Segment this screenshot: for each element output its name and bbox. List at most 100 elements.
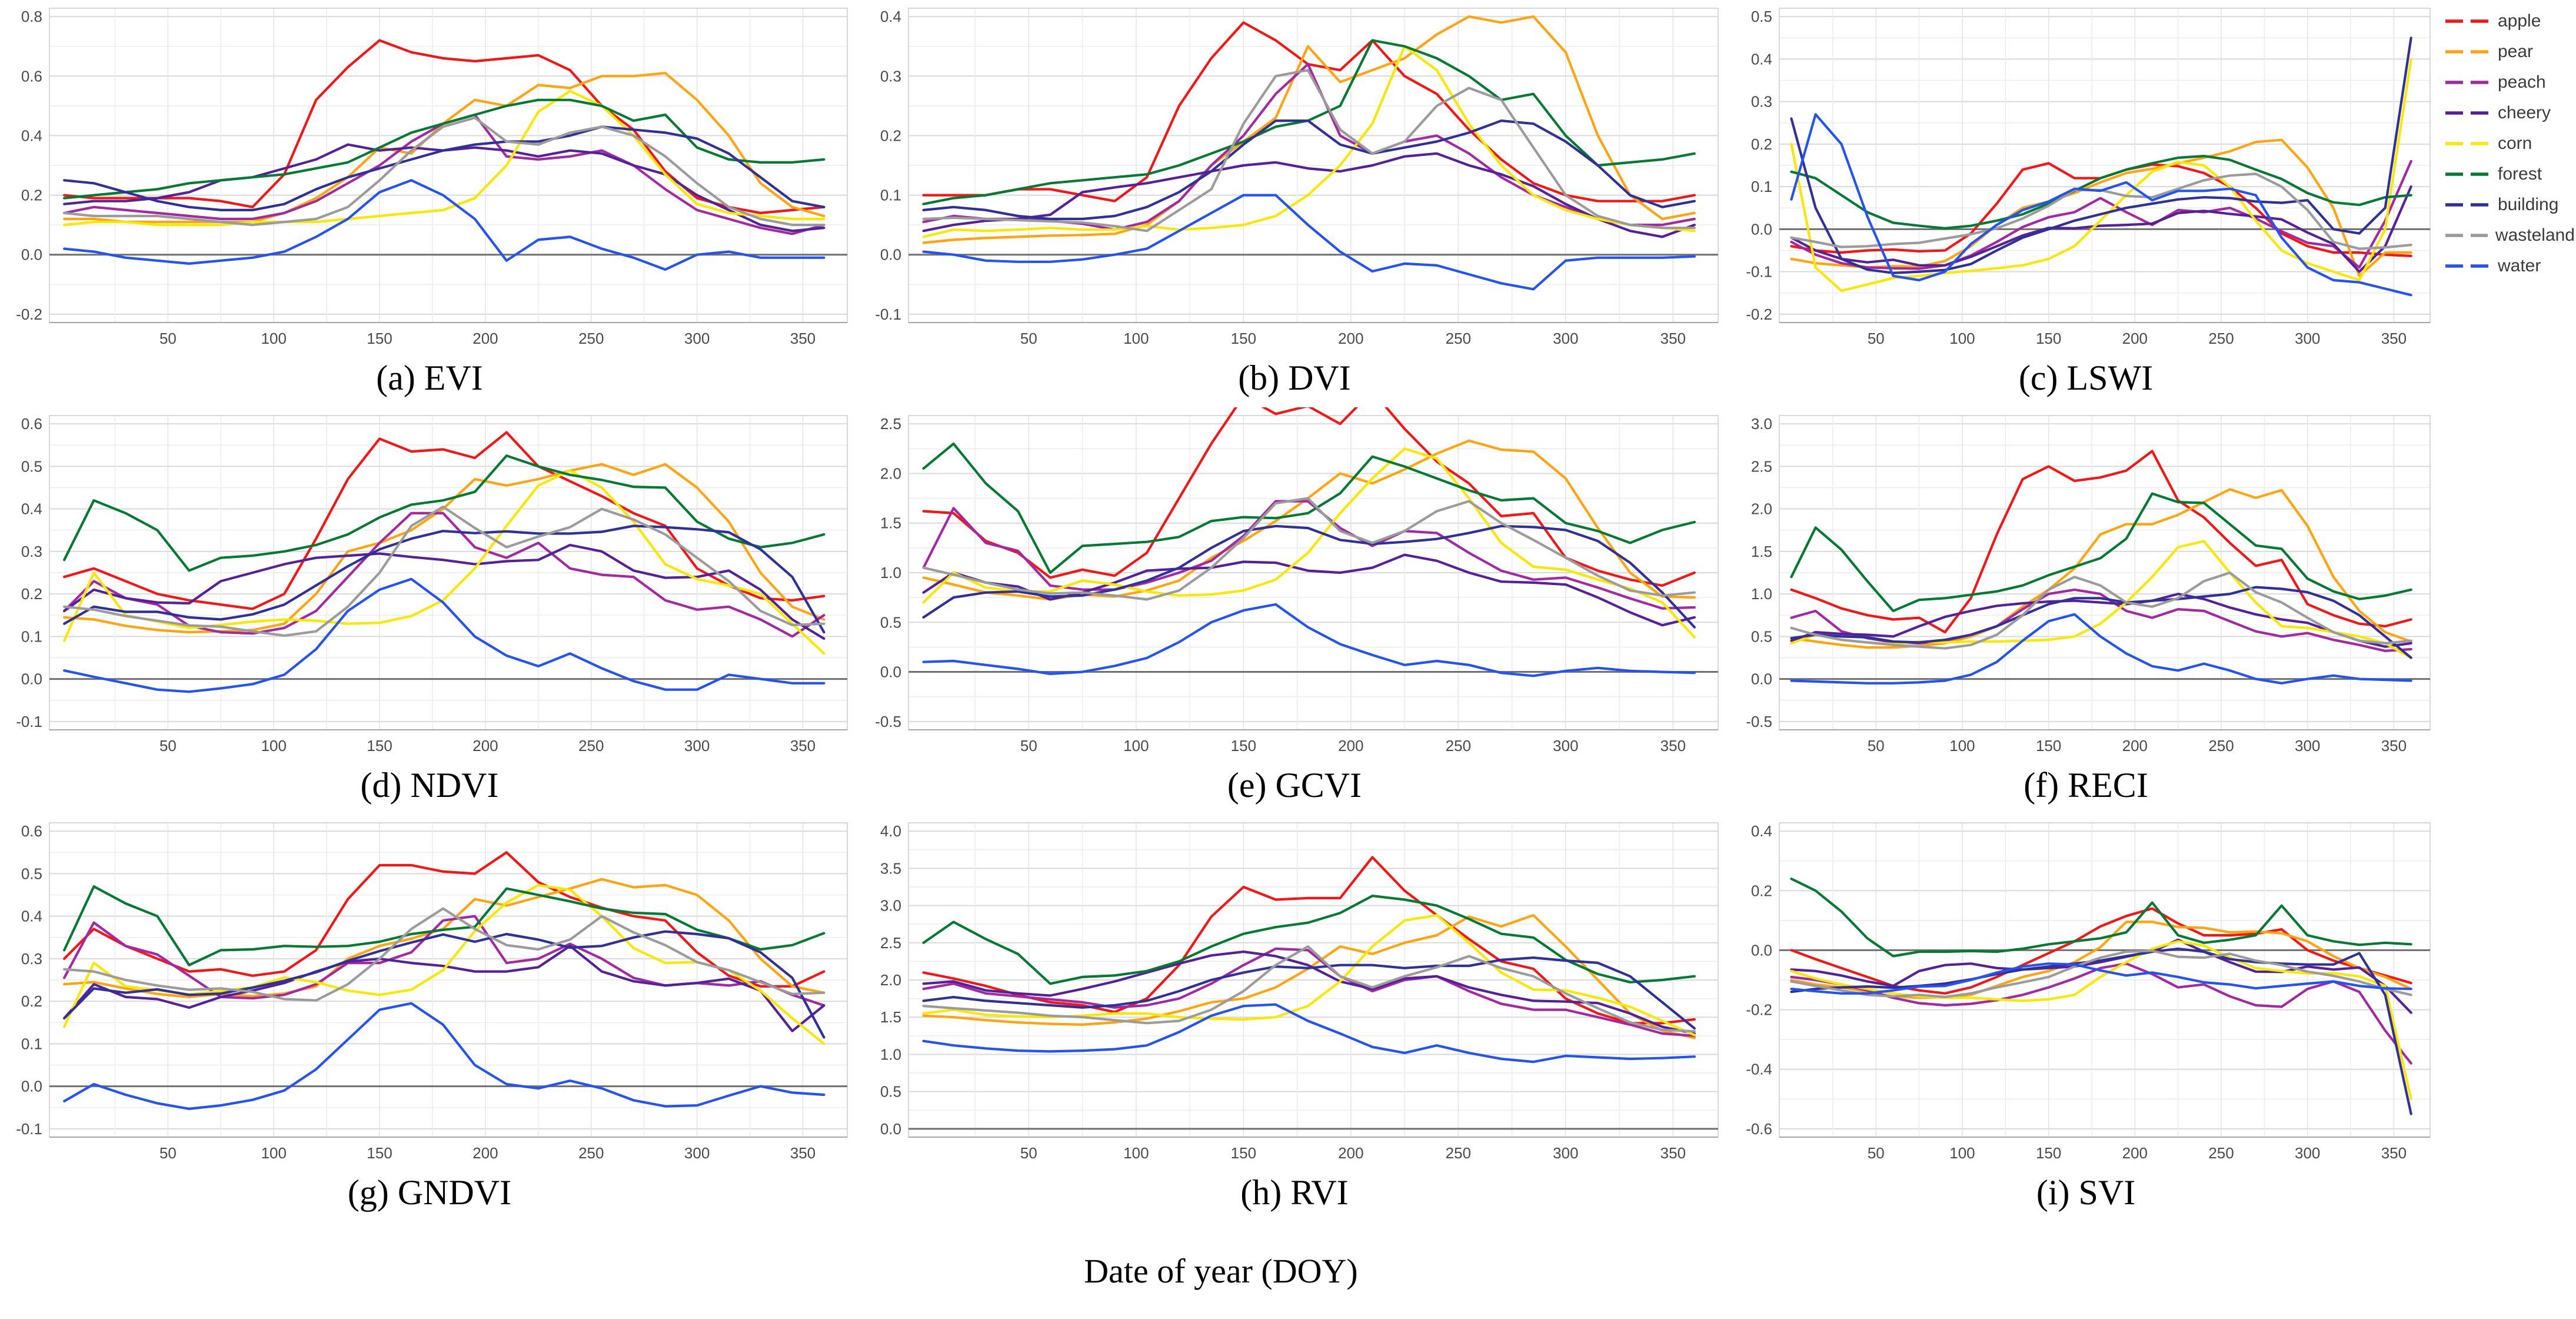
x-tick-label: 200 xyxy=(1338,330,1363,347)
series-line-building xyxy=(63,524,826,634)
series-line-apple xyxy=(63,431,826,610)
chart-dvi: -0.1 0.0 0.1 0.2 0.3 0.4 50 100 150 200 250 300 350 (… xyxy=(859,0,1730,407)
series-line-water xyxy=(1790,113,2412,297)
y-tick-label: 2.0 xyxy=(880,971,901,989)
charts-grid: -0.2 0.0 0.2 0.4 0.6 0.8 50 100 150 200 250 300 350 (… xyxy=(0,0,2442,1222)
series-line-cheery xyxy=(922,553,1696,627)
x-tick-label: 250 xyxy=(578,330,604,347)
y-tick-label: 0.0 xyxy=(21,670,42,688)
series-line-forest xyxy=(63,885,826,966)
legend-label: pear xyxy=(2498,42,2534,61)
series-line-corn xyxy=(922,913,1696,1036)
series-line-building xyxy=(922,956,1696,1030)
series-line-wasteland xyxy=(922,69,1696,232)
x-tick-label: 100 xyxy=(1123,330,1149,347)
y-tick-label: 0.8 xyxy=(21,8,42,25)
y-tick-label: 3.0 xyxy=(1751,415,1772,433)
chart-caption-dvi: (b) DVI xyxy=(1238,358,1351,397)
y-tick-label: 2.0 xyxy=(880,464,901,482)
series-line-water xyxy=(1790,962,2412,995)
x-tick-label: 200 xyxy=(2122,737,2148,755)
legend-label: water xyxy=(2498,256,2541,275)
x-tick-label: 200 xyxy=(1338,1144,1363,1162)
series-line-cheery xyxy=(1790,938,2412,1014)
series-line-wasteland xyxy=(63,117,826,227)
legend-item-water: water xyxy=(2444,251,2575,281)
chart-caption-gcvi: (e) GCVI xyxy=(1227,766,1362,805)
x-tick-label: 150 xyxy=(2036,737,2061,755)
x-tick-label: 50 xyxy=(159,1144,177,1162)
chart-svi: -0.6 -0.4 -0.2 0.0 0.2 0.4 50 100 150 200 250 300 35… xyxy=(1730,815,2442,1222)
y-tick-label: 1.0 xyxy=(880,1045,901,1063)
chart-caption-rvi: (h) RVI xyxy=(1240,1173,1349,1212)
series-line-water xyxy=(63,179,826,271)
chart-caption-ndvi: (d) NDVI xyxy=(360,766,499,805)
series-line-wasteland xyxy=(1790,949,2412,998)
y-tick-label: -0.1 xyxy=(1746,263,1772,281)
y-tick-label: 0.2 xyxy=(1751,882,1772,899)
x-tick-label: 350 xyxy=(1660,330,1686,347)
x-tick-label: 50 xyxy=(1868,330,1885,347)
x-tick-label: 300 xyxy=(684,737,710,755)
series-line-pear xyxy=(1790,138,2412,277)
legend-item-wasteland: wasteland xyxy=(2444,220,2575,251)
chart-gndvi: -0.1 0.0 0.1 0.2 0.3 0.4 0.5 0.6 50 100 150 200 250 3… xyxy=(0,815,859,1222)
x-tick-label: 150 xyxy=(367,737,392,755)
chart-evi: -0.2 0.0 0.2 0.4 0.6 0.8 50 100 150 200 250 300 350 (… xyxy=(0,0,859,407)
y-tick-label: 0.0 xyxy=(21,246,42,264)
series-line-apple xyxy=(922,856,1696,1025)
legend-swatch-peach xyxy=(2445,81,2489,84)
y-tick-label: 3.0 xyxy=(880,897,901,915)
legend-swatch-pear xyxy=(2445,50,2489,54)
x-tick-label: 350 xyxy=(2381,737,2407,755)
chart-caption-reci: (f) RECI xyxy=(2023,766,2148,805)
y-tick-label: 0.4 xyxy=(21,500,42,518)
legend-item-apple: apple xyxy=(2444,6,2575,36)
x-tick-label: 50 xyxy=(159,330,177,347)
y-tick-label: 0.2 xyxy=(880,127,901,144)
y-tick-label: 0.5 xyxy=(880,1083,901,1101)
y-tick-label: 2.5 xyxy=(1751,457,1772,475)
x-tick-label: 150 xyxy=(1231,737,1256,755)
y-tick-label: 0.1 xyxy=(880,187,901,204)
series-line-building xyxy=(1790,586,2412,659)
y-tick-label: 0.0 xyxy=(880,663,901,681)
chart-canvas-ndvi: -0.1 0.0 0.1 0.2 0.3 0.4 0.5 0.6 50 100 150 200 250 3… xyxy=(16,415,848,755)
chart-gcvi: -0.5 0.0 0.5 1.0 1.5 2.0 2.5 50 100 150 200 250 300 3… xyxy=(859,407,1730,815)
series-line-cheery xyxy=(63,945,826,1032)
y-tick-label: -0.1 xyxy=(16,713,42,730)
y-tick-label: 0.0 xyxy=(21,1078,42,1095)
y-tick-label: 1.0 xyxy=(1751,585,1772,603)
x-tick-label: 350 xyxy=(790,737,816,755)
series-line-cheery xyxy=(63,543,826,640)
x-tick-label: 350 xyxy=(1660,1144,1686,1162)
series-line-forest xyxy=(922,895,1696,985)
x-tick-label: 50 xyxy=(1020,737,1037,755)
series-line-apple xyxy=(63,39,826,214)
x-tick-label: 100 xyxy=(261,737,287,755)
x-tick-label: 250 xyxy=(1446,737,1471,755)
legend-item-peach: peach xyxy=(2444,67,2575,98)
y-tick-label: 0.0 xyxy=(880,1120,901,1138)
legend-swatch-forest xyxy=(2445,172,2489,176)
series-line-cheery xyxy=(1790,185,2412,273)
series-line-wasteland xyxy=(1790,571,2412,650)
chart-canvas-dvi: -0.1 0.0 0.1 0.2 0.3 0.4 50 100 150 200 250 300 350 xyxy=(875,8,1719,347)
y-tick-label: 1.0 xyxy=(880,564,901,582)
series-line-pear xyxy=(922,15,1696,244)
x-tick-label: 100 xyxy=(1949,737,1975,755)
legend-swatch-cheery xyxy=(2445,111,2489,115)
y-tick-label: -0.2 xyxy=(16,305,42,323)
y-tick-label: 0.6 xyxy=(21,67,42,85)
series-line-water xyxy=(63,577,826,693)
legend-swatch-building xyxy=(2445,203,2489,207)
chart-caption-gndvi: (g) GNDVI xyxy=(347,1173,512,1212)
y-tick-label: 0.0 xyxy=(1751,220,1772,238)
series-line-pear xyxy=(63,878,826,998)
series-line-apple xyxy=(63,851,826,988)
legend-item-building: building xyxy=(2444,190,2575,220)
x-tick-label: 350 xyxy=(2381,1144,2407,1162)
series-line-pear xyxy=(63,72,826,224)
x-tick-label: 300 xyxy=(1553,1144,1578,1162)
y-tick-label: 0.2 xyxy=(21,992,42,1010)
